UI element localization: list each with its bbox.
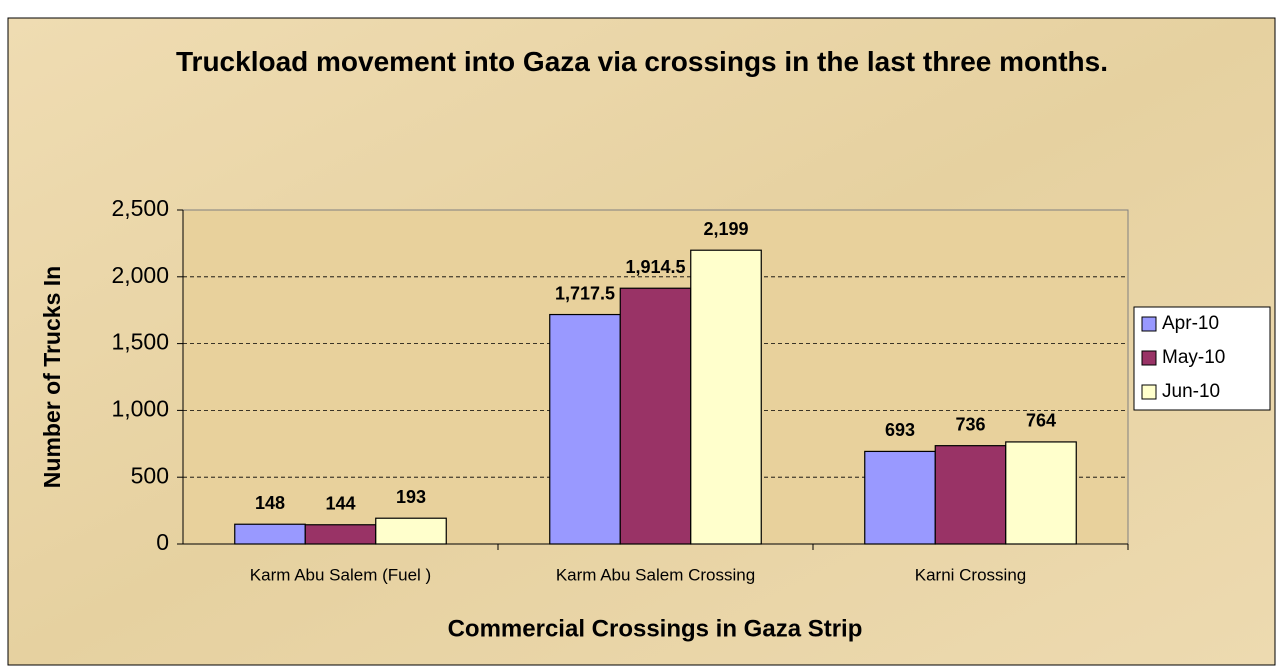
bar xyxy=(234,523,306,545)
bar xyxy=(619,287,692,545)
data-label: 144 xyxy=(325,494,355,514)
bar xyxy=(864,450,936,545)
bar xyxy=(690,249,762,545)
y-tick-label: 2,000 xyxy=(111,262,169,288)
legend-swatch xyxy=(1141,384,1157,400)
legend-box xyxy=(1133,306,1271,411)
data-label: 693 xyxy=(885,420,915,440)
chart-title: Truckload movement into Gaza via crossin… xyxy=(175,46,1108,77)
data-label: 736 xyxy=(955,414,985,434)
x-tick-label: Karm Abu Salem (Fuel ) xyxy=(250,565,431,584)
y-tick-label: 500 xyxy=(131,462,169,488)
bar xyxy=(1005,441,1077,545)
data-label: 148 xyxy=(255,493,285,513)
legend-label: May-10 xyxy=(1162,347,1225,368)
legend-label: Jun-10 xyxy=(1162,381,1220,402)
bar xyxy=(934,445,1007,545)
bar xyxy=(304,524,377,545)
legend-swatch xyxy=(1141,350,1157,366)
y-axis-label: Number of Trucks In xyxy=(39,266,65,488)
bar xyxy=(375,517,447,545)
y-tick-label: 0 xyxy=(156,529,169,555)
data-label: 2,199 xyxy=(703,219,748,239)
data-label: 1,717.5 xyxy=(555,283,615,303)
legend-label: Apr-10 xyxy=(1162,313,1219,334)
x-tick-label: Karm Abu Salem Crossing xyxy=(556,565,755,584)
y-tick-label: 2,500 xyxy=(111,195,169,221)
y-tick-label: 1,000 xyxy=(111,395,169,421)
data-label: 764 xyxy=(1026,411,1056,431)
legend-swatch xyxy=(1141,316,1157,332)
data-label: 193 xyxy=(396,487,426,507)
x-axis-label: Commercial Crossings in Gaza Strip xyxy=(448,615,863,642)
x-tick-label: Karni Crossing xyxy=(915,565,1027,584)
data-label: 1,914.5 xyxy=(625,257,685,277)
bar xyxy=(549,313,621,545)
y-tick-label: 1,500 xyxy=(111,329,169,355)
